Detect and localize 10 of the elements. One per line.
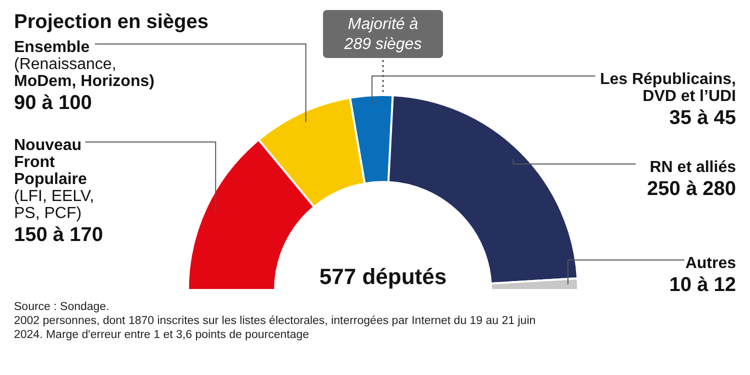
text: 577 députés (319, 264, 447, 289)
chart-title: Projection en sièges (14, 11, 209, 33)
source-note: Source : Sondage. (14, 301, 110, 313)
text: Majorité à 289 sièges (343, 16, 422, 53)
slice-label: RN et alliés 250 à 280 (647, 159, 736, 200)
text: 2002 personnes, dont 1870 inscrites sur les listes électorales, interrogées par Internet du 19 au 21 juin 2024. Marge d'erreur entre 1 et 3,6 points de pourcentage (14, 315, 536, 341)
slice-label: Autres 10 à 12 (669, 255, 736, 296)
slice-label: Ensemble (Renaissance, MoDem, Horizons) 90 à 100 (14, 39, 154, 114)
slice-label: Les Républicains, DVD et l’UDI 35 à 45 (600, 71, 736, 129)
slice-label: Nouveau Front Populaire (LFI, EELV, PS, PCF) 150 à 170 (14, 137, 103, 246)
